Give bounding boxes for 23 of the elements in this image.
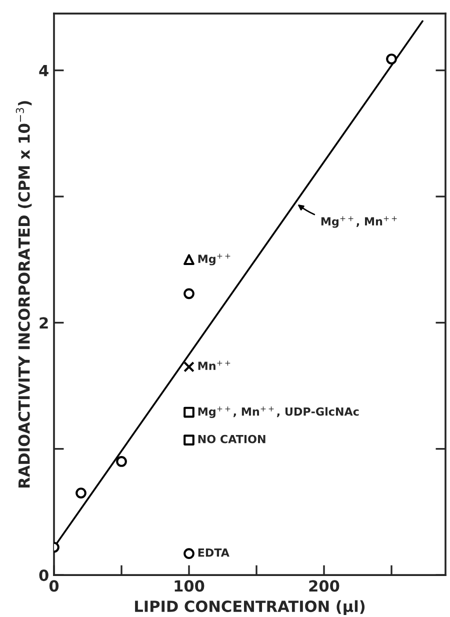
point <box>386 54 397 64</box>
point <box>184 361 194 372</box>
x-tick-label: 100 <box>174 580 204 592</box>
series-label: EDTA <box>198 548 230 557</box>
series-label: Mn$^{++}$ <box>198 360 230 370</box>
x-tick-label: 200 <box>309 580 340 592</box>
x-axis-title: LIPID CONCENTRATION (µl) <box>135 600 365 616</box>
point <box>184 548 194 560</box>
point <box>76 488 86 498</box>
point <box>184 434 194 446</box>
y-axis-title: RADIOACTIVITY INCORPORATED (CPM x 10$^{−3}$) <box>16 101 32 488</box>
point <box>116 456 127 467</box>
series-label: NO CATION <box>198 434 266 444</box>
y-tick-label: 4 <box>39 65 48 76</box>
y-tick-label: 0 <box>39 570 48 582</box>
series-label: Mg$^{++}$ <box>198 254 230 266</box>
text: Mg$^{++}$, Mn$^{++}$ <box>321 216 397 228</box>
series-label: Mg$^{++}$, Mn$^{++}$, UDP-GlcNAc <box>198 406 359 418</box>
x-tick-label: 0 <box>49 580 59 592</box>
point <box>184 288 194 300</box>
y-tick-label: 2 <box>40 317 48 328</box>
point <box>184 406 194 418</box>
point <box>184 254 194 266</box>
